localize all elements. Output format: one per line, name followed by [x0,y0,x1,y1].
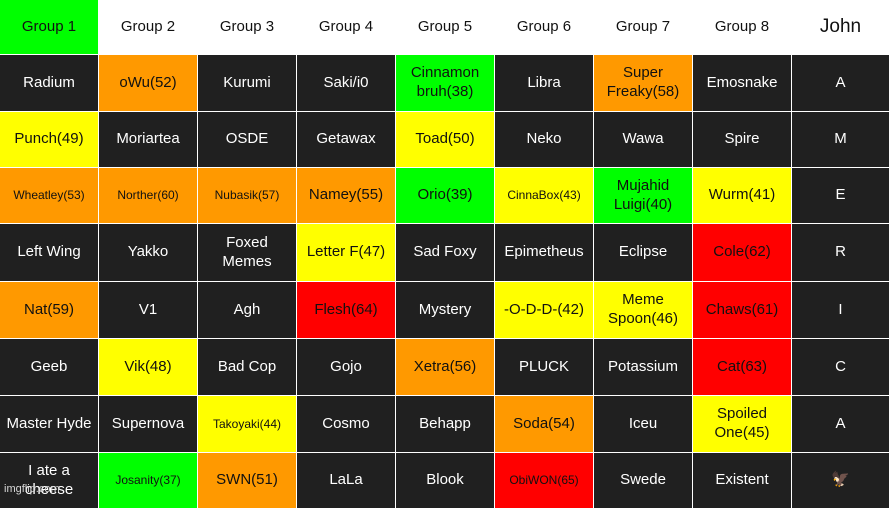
name-cell: I [792,282,889,338]
name-cell: Flesh(64) [297,282,395,338]
name-cell: Saki/i0 [297,55,395,111]
name-cell: A [792,55,889,111]
header-cell: Group 1 [0,0,98,54]
name-cell: Supernova [99,396,197,452]
name-cell: Agh [198,282,296,338]
name-cell: Bad Cop [198,339,296,395]
name-cell: Takoyaki(44) [198,396,296,452]
name-cell: Mujahid Luigi(40) [594,168,692,223]
name-cell: C [792,339,889,395]
name-cell: Nubasik(57) [198,168,296,223]
name-cell: Wawa [594,112,692,167]
name-cell: CinnaBox(43) [495,168,593,223]
name-cell: Cat(63) [693,339,791,395]
name-cell: Norther(60) [99,168,197,223]
name-cell: Yakko [99,224,197,281]
name-cell: Radium [0,55,98,111]
name-cell: Eclipse [594,224,692,281]
name-cell: A [792,396,889,452]
name-cell: Foxed Memes [198,224,296,281]
header-cell: Group 4 [297,0,395,54]
name-cell: Namey(55) [297,168,395,223]
name-cell: Gojo [297,339,395,395]
name-cell: Blook [396,453,494,508]
name-cell: Sad Foxy [396,224,494,281]
name-cell: Xetra(56) [396,339,494,395]
name-cell: Chaws(61) [693,282,791,338]
name-cell: Josanity(37) [99,453,197,508]
name-cell: R [792,224,889,281]
name-cell: Moriartea [99,112,197,167]
name-cell: Letter F(47) [297,224,395,281]
header-cell: John [792,0,889,54]
name-cell: OSDE [198,112,296,167]
name-cell: Kurumi [198,55,296,111]
header-cell: Group 5 [396,0,494,54]
name-cell: Libra [495,55,593,111]
header-cell: Group 2 [99,0,197,54]
name-cell: Potassium [594,339,692,395]
name-cell: Behapp [396,396,494,452]
name-cell: PLUCK [495,339,593,395]
name-cell: Spoiled One(45) [693,396,791,452]
name-cell: Emosnake [693,55,791,111]
name-cell: Wheatley(53) [0,168,98,223]
header-cell: Group 6 [495,0,593,54]
name-cell: M [792,112,889,167]
header-cell: Group 8 [693,0,791,54]
name-cell: Cosmo [297,396,395,452]
name-cell: Cole(62) [693,224,791,281]
name-cell: Spire [693,112,791,167]
name-cell: Toad(50) [396,112,494,167]
name-cell: Left Wing [0,224,98,281]
name-cell: ObiWON(65) [495,453,593,508]
name-cell: I ate a cheese [0,453,98,508]
name-cell: SWN(51) [198,453,296,508]
name-cell: LaLa [297,453,395,508]
name-cell: Iceu [594,396,692,452]
name-cell: Super Freaky(58) [594,55,692,111]
name-cell: Epimetheus [495,224,593,281]
header-cell: Group 3 [198,0,296,54]
name-cell: Vik(48) [99,339,197,395]
name-cell: Wurm(41) [693,168,791,223]
name-cell: Meme Spoon(46) [594,282,692,338]
name-cell: Getawax [297,112,395,167]
name-cell: Neko [495,112,593,167]
name-cell: Nat(59) [0,282,98,338]
header-cell: Group 7 [594,0,692,54]
name-cell: Orio(39) [396,168,494,223]
name-cell: Punch(49) [0,112,98,167]
name-cell: V1 [99,282,197,338]
name-cell: oWu(52) [99,55,197,111]
name-cell: Mystery [396,282,494,338]
eagle-icon: 🦅 [792,453,889,508]
name-cell: Geeb [0,339,98,395]
name-cell: Existent [693,453,791,508]
name-cell: Master Hyde [0,396,98,452]
name-cell: Swede [594,453,692,508]
name-cell: Cinnamon bruh(38) [396,55,494,111]
name-cell: E [792,168,889,223]
name-cell: Soda(54) [495,396,593,452]
watermark: imgflip.com [4,483,60,495]
name-cell: -O-D-D-(42) [495,282,593,338]
